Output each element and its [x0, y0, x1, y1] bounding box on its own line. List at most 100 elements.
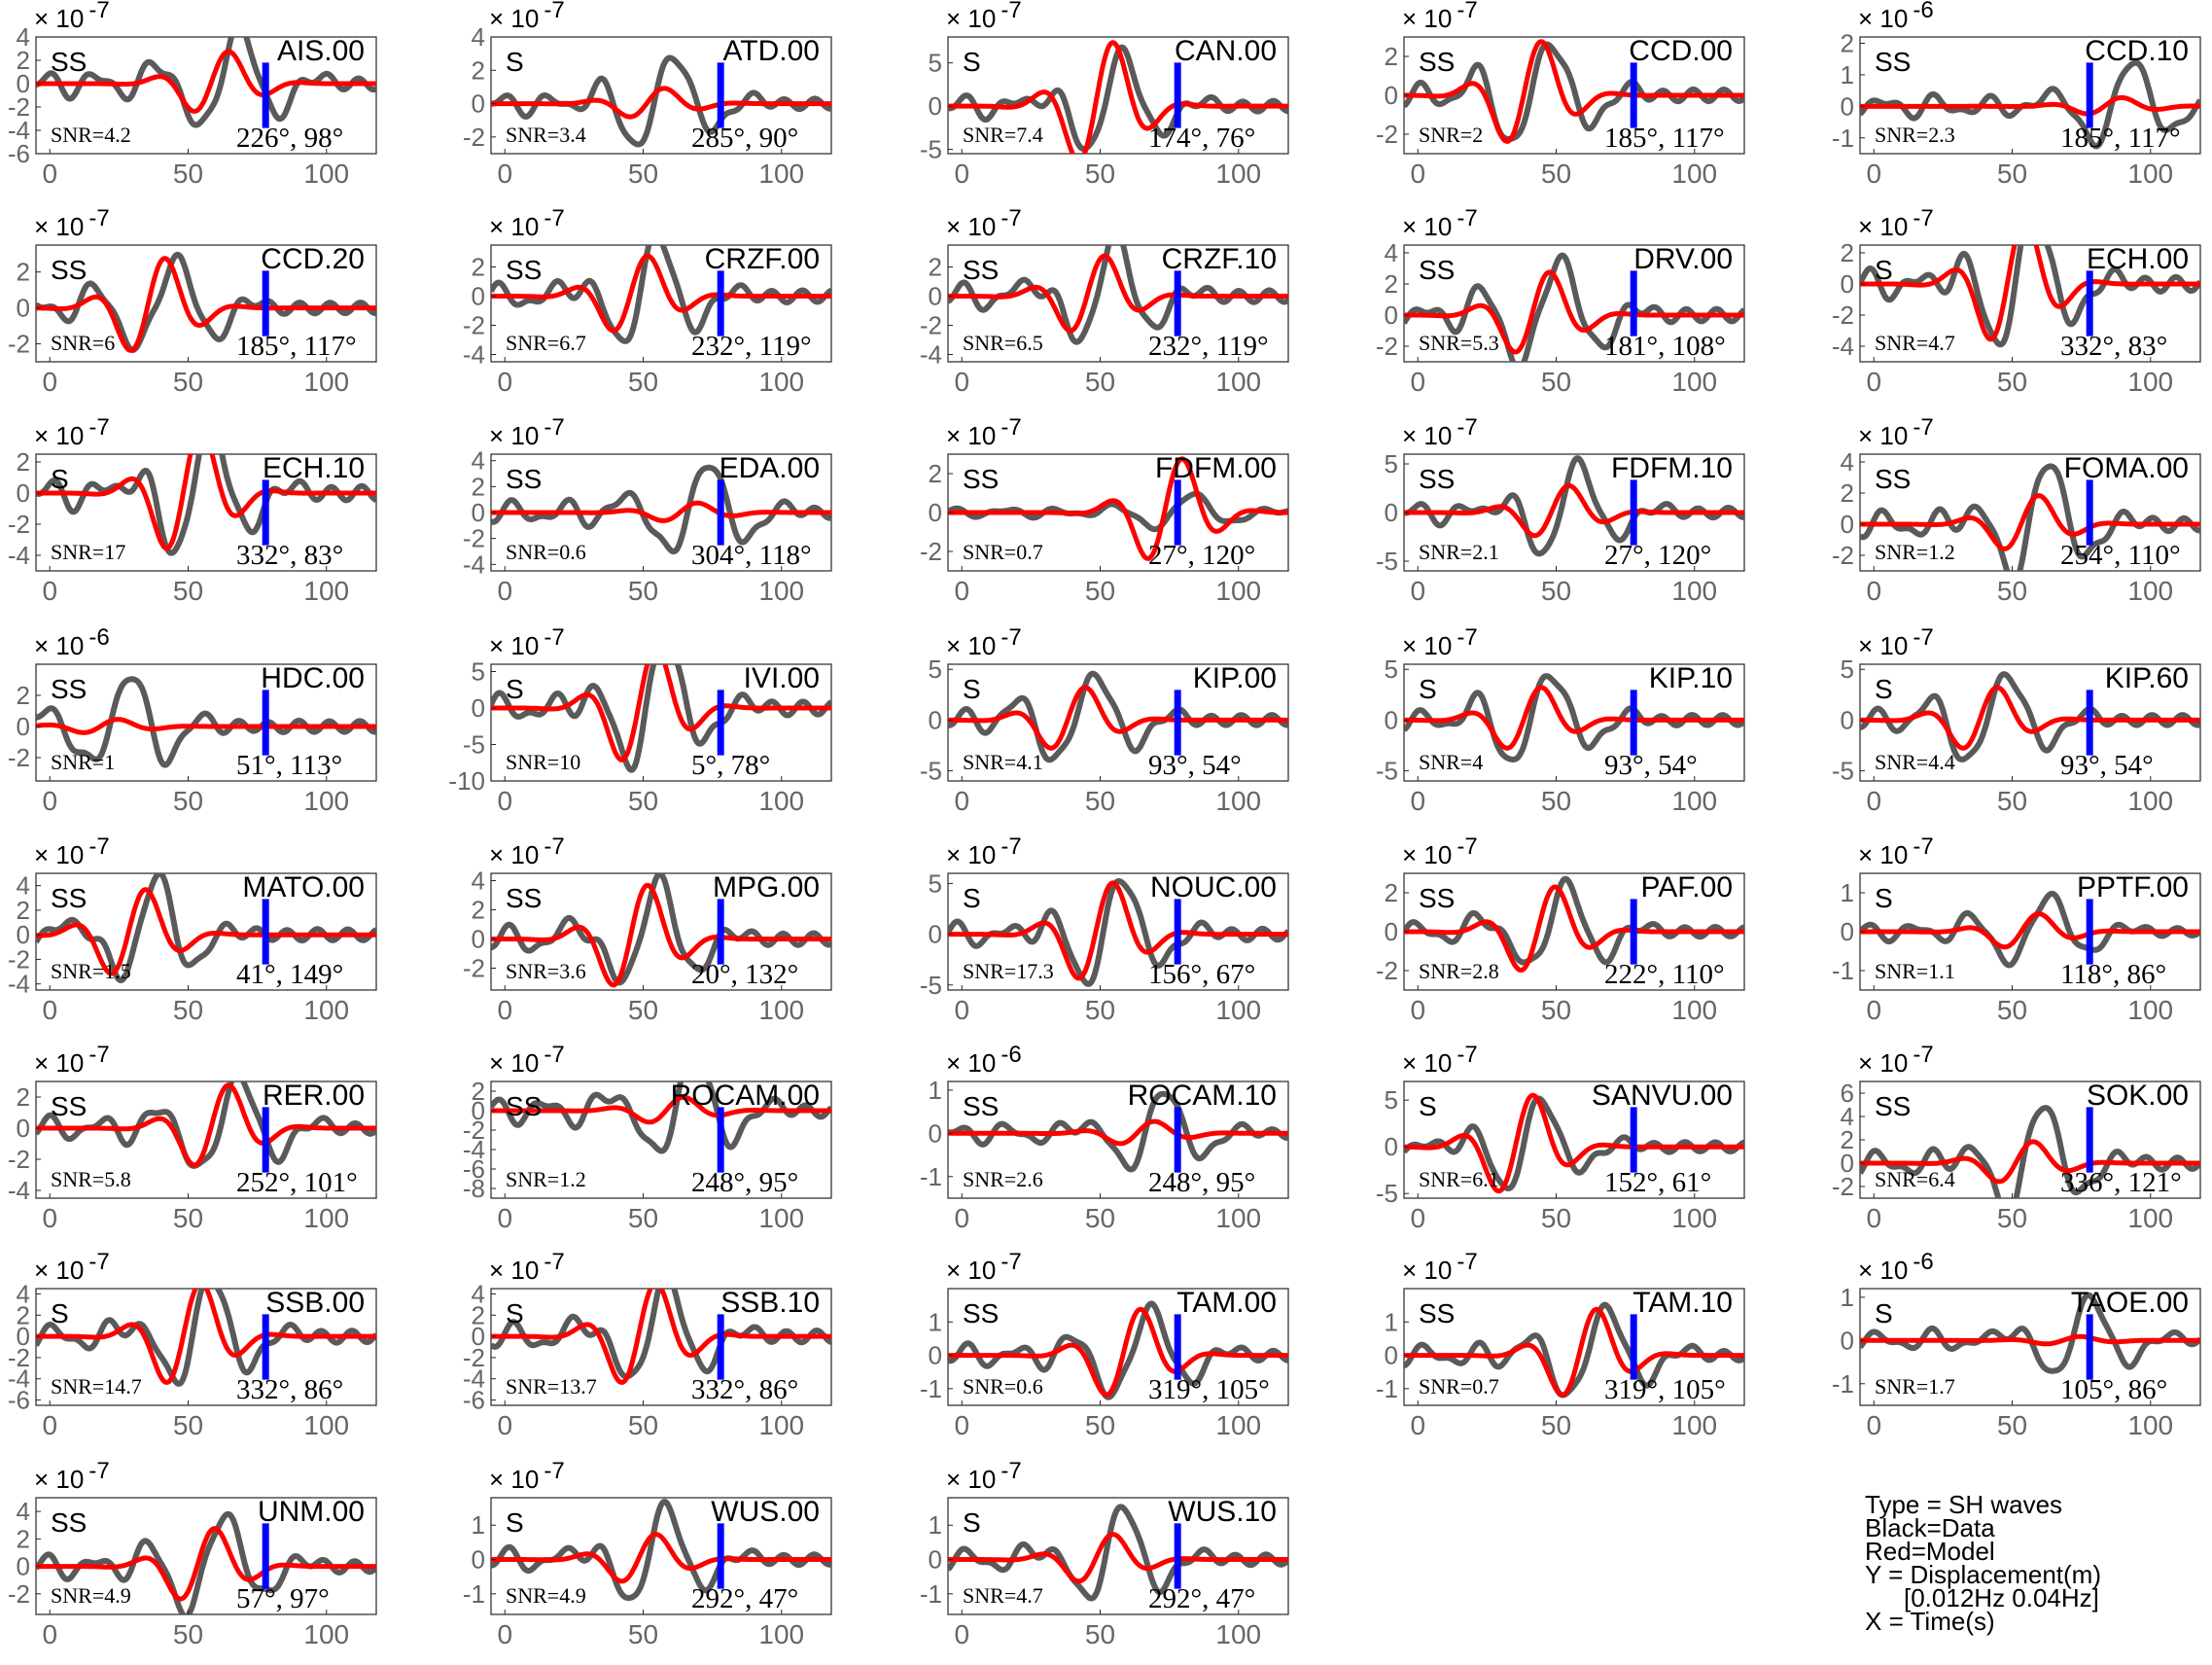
- azimuth-takeoff-label: 118°, 86°: [2060, 959, 2166, 990]
- x-tick-label: 100: [758, 1410, 804, 1440]
- snr-label: SNR=17.3: [963, 959, 1054, 983]
- legend-y-units: Y = Displacement(m): [1865, 1560, 2101, 1589]
- x-tick-label: 50: [628, 1203, 658, 1233]
- snr-label: SNR=2.6: [963, 1167, 1043, 1191]
- y-tick-label: -2: [463, 311, 485, 340]
- y-tick-label: -6: [8, 1386, 30, 1415]
- azimuth-takeoff-label: 51°, 113°: [236, 750, 342, 781]
- legend-x-units: X = Time(s): [1865, 1607, 1995, 1636]
- y-tick-label: 0: [1385, 705, 1398, 734]
- legend-model-color: Red=Model: [1865, 1537, 1995, 1566]
- snr-label: SNR=6.1: [1419, 1167, 1499, 1191]
- x-tick-label: 100: [758, 995, 804, 1025]
- y-tick-label: -4: [463, 549, 485, 579]
- y-exponent-value: -7: [1001, 624, 1021, 651]
- x-tick-label: 50: [173, 1410, 203, 1440]
- station-label: HDC.00: [261, 662, 365, 694]
- x-tick-label: 0: [1866, 786, 1881, 816]
- phase-label: S: [963, 674, 981, 704]
- snr-label: SNR=7.4: [963, 123, 1043, 147]
- azimuth-takeoff-label: 20°, 132°: [691, 959, 798, 990]
- figure-legend: Type = SH waves Black=Data Red=Model Y =…: [1865, 1490, 2101, 1636]
- x-tick-label: 0: [42, 159, 57, 189]
- phase-label: SS: [1875, 47, 1911, 77]
- x-tick-label: 50: [173, 786, 203, 816]
- x-tick-label: 0: [954, 576, 969, 606]
- y-tick-label: -1: [463, 1579, 485, 1609]
- azimuth-takeoff-label: 232°, 119°: [691, 331, 812, 362]
- snr-label: SNR=1.2: [506, 1167, 586, 1191]
- y-tick-label: 4: [472, 446, 485, 476]
- y-tick-label: 2: [1841, 478, 1854, 508]
- snr-label: SNR=1: [51, 750, 115, 774]
- y-tick-label: 0: [1385, 1132, 1398, 1161]
- x-tick-label: 100: [2127, 995, 2173, 1025]
- azimuth-takeoff-label: 292°, 47°: [691, 1583, 798, 1614]
- x-tick-label: 50: [173, 995, 203, 1025]
- x-tick-label: 100: [1671, 576, 1717, 606]
- y-tick-label: 2: [17, 258, 30, 287]
- panel-axes-box: [1859, 663, 2201, 782]
- azimuth-takeoff-label: 254°, 110°: [2060, 540, 2181, 571]
- snr-label: SNR=1.5: [51, 959, 131, 983]
- x-tick-label: 100: [303, 1203, 349, 1233]
- data-waveform: [1860, 1105, 2200, 1198]
- model-waveform: [36, 454, 376, 551]
- x-tick-label: 100: [1671, 367, 1717, 397]
- y-tick-label: 0: [1385, 498, 1398, 527]
- azimuth-takeoff-label: 41°, 149°: [236, 959, 343, 990]
- data-waveform: [36, 37, 376, 128]
- panel-axes-box: [490, 36, 832, 155]
- x-tick-label: 50: [173, 159, 203, 189]
- y-exponent-label: × 10 -7: [34, 414, 110, 450]
- y-exponent-value: -7: [1913, 833, 1933, 860]
- y-tick-label: 5: [1385, 1085, 1398, 1115]
- data-waveform: [1404, 455, 1744, 557]
- y-tick-label: -2: [8, 1579, 30, 1609]
- snr-label: SNR=1.2: [1875, 540, 1955, 564]
- x-tick-label: 0: [497, 576, 512, 606]
- y-tick-label: 0: [1841, 917, 1854, 946]
- y-tick-label: 0: [1841, 1326, 1854, 1355]
- y-tick-label: -2: [920, 311, 942, 340]
- y-exponent-label: × 10 -7: [946, 624, 1022, 660]
- phase-label: SS: [1419, 255, 1455, 285]
- y-tick-label: 2: [1385, 269, 1398, 299]
- station-panel: 0 50 100 1 0 -1 × 10 -7 S PPTF.00 SNR=1.1 118°, 86°: [1832, 833, 2201, 1025]
- x-tick-label: 50: [628, 1410, 658, 1440]
- snr-label: SNR=4.9: [506, 1583, 586, 1608]
- snr-label: SNR=6.4: [1875, 1167, 1955, 1191]
- y-tick-label: 2: [472, 1077, 485, 1106]
- x-tick-label: 0: [1866, 576, 1881, 606]
- snr-label: SNR=4.4: [1875, 750, 1955, 774]
- azimuth-takeoff-label: 185°, 117°: [1604, 123, 1725, 154]
- azimuth-takeoff-label: 5°, 78°: [691, 750, 770, 781]
- snr-label: SNR=5.3: [1419, 331, 1499, 355]
- x-tick-label: 50: [1541, 995, 1571, 1025]
- snr-label: SNR=3.6: [506, 959, 586, 983]
- y-exponent-label: × 10 -7: [1402, 1042, 1478, 1078]
- y-tick-label: 0: [929, 91, 942, 121]
- x-tick-label: 0: [1866, 367, 1881, 397]
- y-tick-label: 4: [17, 871, 30, 901]
- y-tick-label: 2: [17, 1082, 30, 1112]
- y-tick-label: 4: [17, 1497, 30, 1526]
- x-tick-label: 0: [1410, 159, 1425, 189]
- y-tick-label: -2: [1376, 332, 1398, 361]
- model-waveform: [491, 1289, 831, 1385]
- y-exponent-value: -7: [1001, 205, 1021, 231]
- y-exponent-value: -7: [88, 1249, 109, 1275]
- x-tick-label: 50: [1541, 159, 1571, 189]
- phase-label: SS: [506, 1091, 542, 1121]
- snr-label: SNR=4: [1419, 750, 1483, 774]
- x-tick-label: 100: [1215, 1410, 1261, 1440]
- data-waveform: [491, 664, 831, 773]
- x-tick-label: 0: [1410, 1410, 1425, 1440]
- x-tick-label: 100: [303, 995, 349, 1025]
- y-tick-label: 4: [1385, 238, 1398, 267]
